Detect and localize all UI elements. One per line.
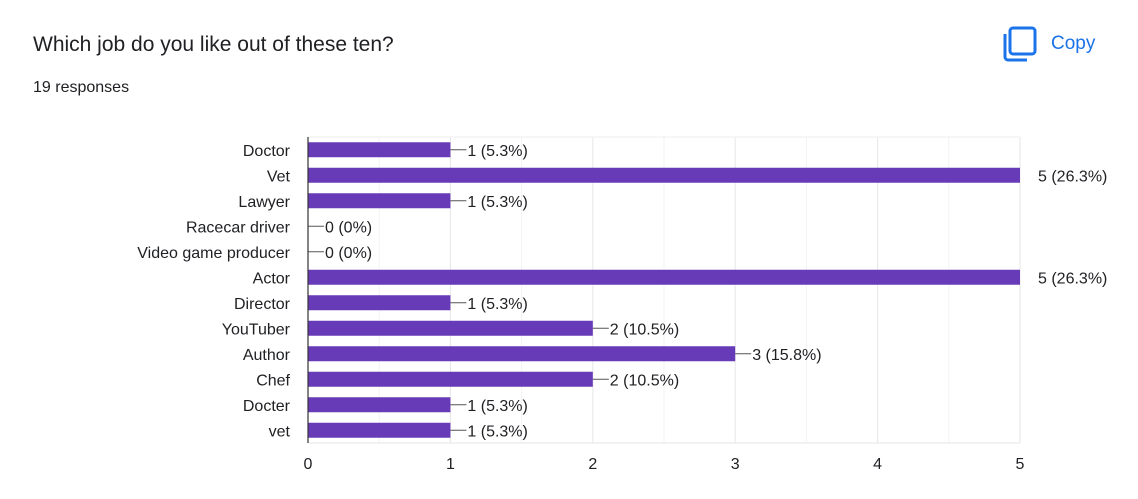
data-label: 0 (0%) — [325, 245, 372, 262]
bar — [308, 320, 593, 336]
data-label: 3 (15.8%) — [752, 347, 821, 364]
bar — [308, 295, 451, 311]
data-label: 1 (5.3%) — [467, 143, 527, 160]
data-label: 1 (5.3%) — [467, 296, 527, 313]
data-label: 1 (5.3%) — [467, 398, 527, 415]
x-tick-label: 5 — [1016, 456, 1025, 473]
bar — [308, 397, 451, 413]
bar — [308, 346, 736, 362]
category-label: Lawyer — [238, 194, 290, 211]
bar — [308, 371, 593, 387]
data-label: 0 (0%) — [325, 219, 372, 236]
x-tick-label: 0 — [304, 456, 313, 473]
category-label: YouTuber — [222, 321, 291, 338]
category-label: Chef — [256, 372, 290, 389]
copy-button-label: Copy — [1051, 33, 1096, 54]
copy-icon — [1003, 26, 1037, 62]
data-label: 2 (10.5%) — [610, 321, 679, 338]
data-label: 5 (26.3%) — [1038, 270, 1107, 287]
bar — [308, 269, 1020, 285]
category-label: Docter — [243, 398, 291, 415]
bar — [308, 142, 451, 158]
category-label: Actor — [253, 270, 291, 287]
category-label: Vet — [267, 168, 291, 185]
data-label: 1 (5.3%) — [467, 423, 527, 440]
x-tick-label: 4 — [873, 456, 882, 473]
category-label: Doctor — [243, 143, 291, 160]
category-label: Video game producer — [137, 245, 290, 262]
data-label: 1 (5.3%) — [467, 194, 527, 211]
x-tick-label: 1 — [446, 456, 455, 473]
data-label: 2 (10.5%) — [610, 372, 679, 389]
chart-title: Which job do you like out of these ten? — [33, 33, 394, 56]
bar — [308, 422, 451, 438]
bar — [308, 167, 1020, 183]
category-label: vet — [269, 423, 291, 440]
copy-button[interactable]: Copy — [1003, 24, 1123, 64]
bar — [308, 193, 451, 209]
category-label: Author — [243, 347, 291, 364]
x-tick-label: 2 — [588, 456, 597, 473]
x-tick-label: 3 — [731, 456, 740, 473]
response-count: 19 responses — [33, 79, 130, 96]
category-label: Director — [234, 296, 291, 313]
category-label: Racecar driver — [186, 219, 291, 236]
data-label: 5 (26.3%) — [1038, 168, 1107, 185]
